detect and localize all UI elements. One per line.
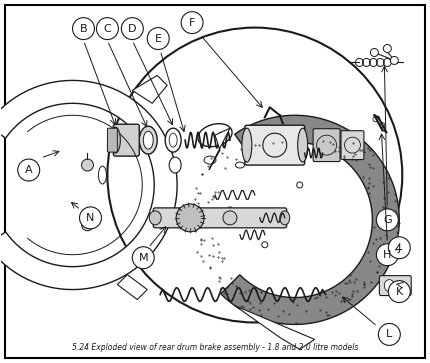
Text: L: L (386, 329, 393, 339)
Ellipse shape (242, 128, 252, 162)
Text: F: F (189, 18, 195, 28)
Polygon shape (221, 115, 399, 325)
Circle shape (121, 18, 143, 40)
Text: K: K (396, 286, 403, 297)
Ellipse shape (111, 127, 120, 153)
Ellipse shape (143, 131, 153, 149)
Circle shape (80, 207, 101, 229)
FancyBboxPatch shape (108, 128, 117, 152)
Circle shape (223, 211, 237, 225)
FancyBboxPatch shape (245, 125, 305, 165)
Text: A: A (25, 165, 33, 175)
Circle shape (388, 237, 410, 259)
Text: N: N (86, 213, 95, 223)
Circle shape (384, 45, 391, 53)
Circle shape (370, 49, 378, 57)
Circle shape (176, 204, 204, 232)
Circle shape (390, 57, 398, 65)
Polygon shape (209, 128, 230, 170)
Polygon shape (132, 76, 167, 103)
Text: D: D (128, 24, 137, 34)
Ellipse shape (165, 128, 181, 152)
Ellipse shape (384, 280, 394, 291)
Ellipse shape (169, 157, 181, 173)
Text: E: E (155, 33, 162, 44)
Circle shape (388, 281, 410, 302)
Circle shape (181, 12, 203, 33)
Text: G: G (383, 215, 392, 225)
Text: C: C (104, 24, 111, 34)
Polygon shape (117, 275, 147, 299)
Circle shape (147, 28, 169, 49)
Text: J: J (398, 243, 401, 253)
Ellipse shape (169, 133, 177, 147)
Polygon shape (235, 306, 315, 349)
Circle shape (82, 219, 93, 231)
Ellipse shape (149, 211, 161, 225)
Text: M: M (138, 253, 148, 263)
Circle shape (73, 18, 95, 40)
Circle shape (96, 18, 118, 40)
Circle shape (132, 247, 154, 269)
FancyBboxPatch shape (313, 129, 340, 162)
Text: B: B (80, 24, 87, 34)
Circle shape (18, 159, 40, 181)
Circle shape (376, 209, 398, 231)
Ellipse shape (139, 126, 157, 154)
Ellipse shape (280, 211, 290, 225)
FancyBboxPatch shape (153, 208, 287, 228)
Polygon shape (0, 80, 177, 290)
Text: 5.24 Exploded view of rear drum brake assembly - 1.8 and 2.0 litre models: 5.24 Exploded view of rear drum brake as… (72, 343, 358, 352)
Circle shape (376, 244, 398, 266)
Text: H: H (383, 250, 392, 260)
FancyBboxPatch shape (379, 276, 411, 295)
FancyBboxPatch shape (114, 124, 139, 156)
FancyBboxPatch shape (341, 131, 364, 160)
Circle shape (378, 323, 400, 345)
Ellipse shape (298, 128, 307, 162)
Circle shape (82, 159, 93, 171)
